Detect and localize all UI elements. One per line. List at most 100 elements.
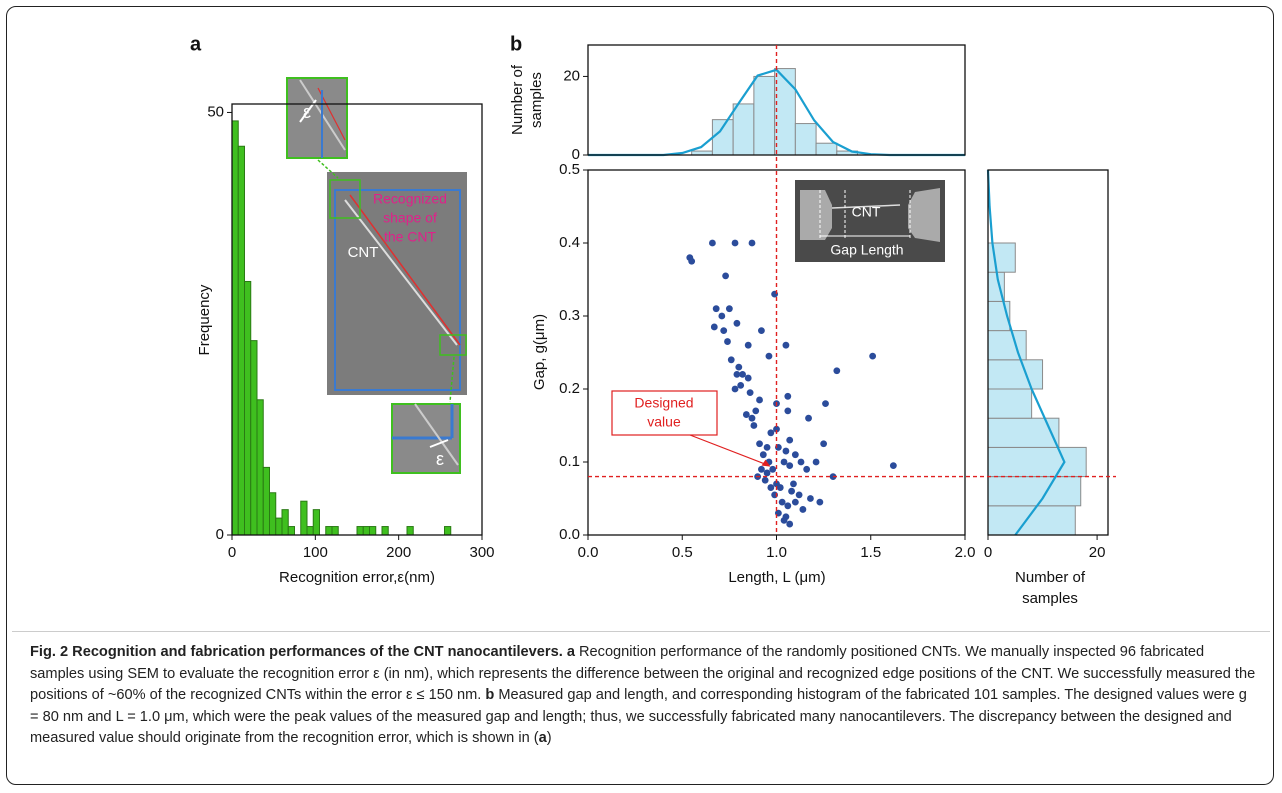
sem-inset xyxy=(327,172,467,395)
scatter-point xyxy=(769,465,777,473)
x-axis-label: Number of xyxy=(1015,569,1086,586)
cnt-line xyxy=(831,204,901,209)
scatter-point xyxy=(733,319,741,327)
scatter-point xyxy=(748,414,756,422)
hist-bar xyxy=(732,103,755,156)
x-axis-label: samples xyxy=(1022,590,1078,607)
hist-bar xyxy=(331,526,339,536)
x-tick-label: 200 xyxy=(386,544,411,561)
inset-label: ε xyxy=(303,102,311,122)
hist-bar xyxy=(287,526,295,536)
scatter-point xyxy=(797,458,805,466)
caption-bold: a xyxy=(562,644,575,660)
hist-bar xyxy=(987,359,1044,390)
scatter-point xyxy=(820,440,828,448)
scatter-point xyxy=(724,338,731,345)
y-tick-label: 0 xyxy=(572,146,580,163)
caption-bold: Fig. 2 Recognition and fabrication perfo… xyxy=(30,644,563,660)
scatter-point xyxy=(727,356,735,364)
panel-label: b xyxy=(510,33,522,55)
inset-b xyxy=(795,180,945,262)
epsilon-arrow xyxy=(429,439,449,448)
hist-bar xyxy=(987,417,1060,448)
hist-bar xyxy=(244,280,252,536)
scatter-point xyxy=(889,462,897,470)
scatter-point xyxy=(752,407,760,415)
caption: Fig. 2 Recognition and fabrication perfo… xyxy=(30,642,1258,750)
scatter-point xyxy=(744,341,752,349)
x-tick-label: 100 xyxy=(303,544,328,561)
scatter-point xyxy=(765,352,773,360)
scatter-point xyxy=(720,327,728,334)
scatter-point xyxy=(758,465,765,473)
scatter-point xyxy=(784,502,792,510)
scatter-point xyxy=(763,469,771,477)
inset-label: CNT xyxy=(348,244,379,261)
annotation-box xyxy=(611,390,718,436)
y-tick-label: 0.4 xyxy=(559,234,580,251)
sem-zoom xyxy=(286,77,348,159)
y-axis-label: Gap, g(μm) xyxy=(531,314,548,390)
inset-label: Gap Length xyxy=(830,242,903,258)
y-axis-label: Frequency xyxy=(196,284,213,355)
scatter-point xyxy=(773,425,780,433)
x-tick-label: 20 xyxy=(1089,544,1106,561)
scatter-point xyxy=(767,429,775,437)
hist-bar xyxy=(406,526,414,536)
hist-bar xyxy=(256,399,264,536)
hist-bar xyxy=(306,526,314,536)
cnt-line xyxy=(414,403,459,466)
hist-bar xyxy=(269,492,277,536)
x-tick-label: 300 xyxy=(469,544,494,561)
scatter-point xyxy=(791,451,799,459)
scatter-point xyxy=(744,374,752,382)
scatter-point xyxy=(786,462,794,470)
hist-bar xyxy=(275,517,283,536)
hist-bar xyxy=(356,526,364,536)
inset-label: ε xyxy=(436,449,444,469)
hist-bar xyxy=(794,123,817,156)
scatter-point xyxy=(782,341,790,349)
scatter-point xyxy=(725,305,733,313)
scatter-point xyxy=(722,272,730,280)
scatter-point xyxy=(816,498,824,506)
x-tick-label: 0.0 xyxy=(578,544,599,561)
insets-a xyxy=(286,77,467,474)
y-tick-label: 50 xyxy=(207,103,224,120)
hist-bar xyxy=(312,509,320,536)
scatter-point xyxy=(709,239,716,247)
hist-bar xyxy=(444,526,452,536)
figure-frame xyxy=(6,6,1274,785)
inset-label: CNT xyxy=(852,204,881,220)
plot-frame xyxy=(987,169,1109,536)
hist-bar xyxy=(987,505,1076,536)
caption-text: ) xyxy=(546,730,552,746)
scatter-point xyxy=(778,498,786,506)
hist-bar xyxy=(753,75,776,156)
scatter-point xyxy=(795,491,803,499)
hist-bar xyxy=(987,446,1087,478)
pointer xyxy=(317,159,339,179)
caption-text: Recognition performance of the randomly … xyxy=(30,644,1256,703)
caption-bold: a xyxy=(538,730,547,746)
scatter-point xyxy=(756,396,763,404)
scatter-point xyxy=(791,498,799,506)
zoom-box xyxy=(439,334,467,356)
scatter-point xyxy=(733,371,741,378)
scatter-point xyxy=(869,352,877,360)
hist-bar xyxy=(987,388,1033,419)
scatter-point xyxy=(718,312,726,320)
annotation-arrow xyxy=(689,434,767,466)
scatter-point xyxy=(784,407,792,415)
hist-bar xyxy=(987,330,1027,361)
x-tick-label: 1.5 xyxy=(860,544,881,561)
scatter-point xyxy=(746,389,754,397)
scatter-point xyxy=(759,451,767,459)
hist-bar xyxy=(300,500,308,536)
y-tick-label: 0.0 xyxy=(559,526,580,543)
hist-bar xyxy=(325,526,333,536)
hist-bar xyxy=(369,526,377,536)
hist-bar xyxy=(250,340,258,536)
caption-text: Measured gap and length, and correspondi… xyxy=(30,687,1247,746)
scatter-point xyxy=(788,487,795,495)
